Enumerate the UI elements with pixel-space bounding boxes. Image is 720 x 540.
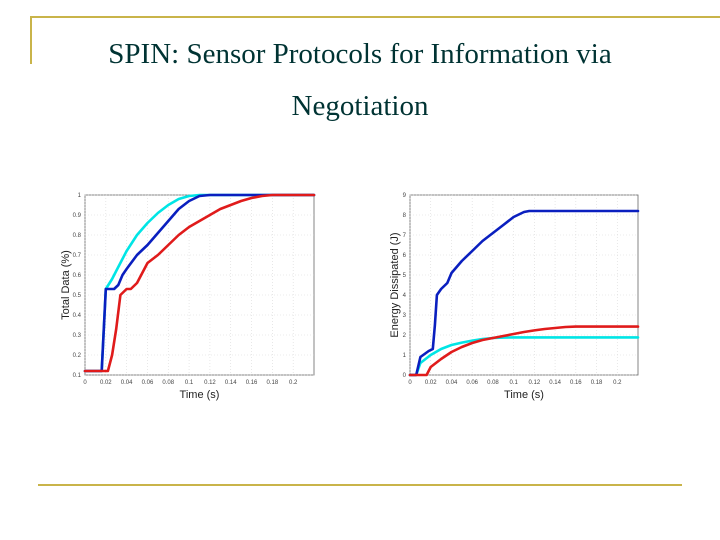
- y-axis-label: Total Data (%): [60, 250, 72, 320]
- y-tick-label: 8: [403, 213, 407, 219]
- x-tick-label: 0.16: [246, 380, 258, 386]
- chart-1: 0 0.02 0.04 0.06 0.08 0.1 0.12 0.14 0.16 0.18 0.2 0…: [60, 193, 316, 401]
- y-tick-label: 0.8: [73, 233, 82, 239]
- y-tick-label: 7: [403, 233, 407, 239]
- x-tick-label: 0.2: [289, 380, 298, 386]
- x-axis-label: Time (s): [180, 389, 220, 401]
- x-tick-label: 0.02: [100, 380, 112, 386]
- y-tick-label: 1: [403, 353, 407, 359]
- slide-title-line-2: Negotiation: [291, 90, 429, 122]
- y-tick-label: 9: [403, 193, 407, 199]
- chart-2: 0 0.02 0.04 0.06 0.08 0.1 0.12 0.14 0.16 0.18 0.2 0…: [389, 193, 640, 401]
- y-tick-label: 0.4: [73, 313, 82, 319]
- x-tick-label: 0.1: [185, 380, 194, 386]
- x-tick-label: 0.04: [121, 380, 133, 386]
- series-line-1: [408, 336, 640, 377]
- x-tick-label: 0.1: [509, 380, 518, 386]
- y-tick-label: 6: [403, 253, 407, 259]
- slide-title-line-1: SPIN: Sensor Protocols for Information v…: [108, 38, 612, 70]
- y-tick-label: 0.7: [73, 253, 82, 259]
- y-tick-label: 4: [403, 293, 407, 299]
- x-tick-label: 0.14: [225, 380, 237, 386]
- y-tick-label: 0: [403, 373, 407, 379]
- x-tick-label: 0.06: [142, 380, 154, 386]
- x-tick-label: 0.12: [529, 380, 541, 386]
- title-rule-top: [30, 16, 720, 18]
- x-tick-label: 0.06: [466, 380, 478, 386]
- y-axis-label: Energy Dissipated (J): [389, 232, 401, 337]
- y-tick-label: 5: [403, 273, 407, 279]
- y-tick-label: 1: [78, 193, 82, 199]
- x-tick-label: 0.02: [425, 380, 437, 386]
- x-tick-label: 0.08: [487, 380, 499, 386]
- x-tick-label: 0.16: [570, 380, 582, 386]
- series-line-2: [408, 209, 640, 377]
- series-line-2: [83, 193, 316, 373]
- x-tick-label: 0.08: [162, 380, 174, 386]
- x-tick-label: 0.2: [613, 380, 622, 386]
- y-tick-label: 0.9: [73, 213, 82, 219]
- series-line-3: [83, 193, 316, 373]
- y-tick-label: 0.1: [73, 373, 82, 379]
- x-tick-label: 0.04: [446, 380, 458, 386]
- y-tick-label: 2: [403, 333, 407, 339]
- x-tick-label: 0.14: [549, 380, 561, 386]
- x-tick-label: 0.12: [204, 380, 216, 386]
- x-tick-label: 0.18: [267, 380, 279, 386]
- x-tick-label: 0.18: [591, 380, 603, 386]
- y-tick-label: 3: [403, 313, 407, 319]
- x-tick-label: 0: [83, 380, 87, 386]
- y-tick-label: 0.3: [73, 333, 82, 339]
- series-line-3: [408, 325, 640, 377]
- footer-rule: [38, 484, 682, 486]
- x-axis-label: Time (s): [504, 389, 544, 401]
- title-rule-left: [30, 16, 32, 64]
- y-tick-label: 0.2: [73, 353, 82, 359]
- y-tick-label: 0.6: [73, 273, 82, 279]
- x-tick-label: 0: [408, 380, 412, 386]
- y-tick-label: 0.5: [73, 293, 82, 299]
- slide-title: SPIN: Sensor Protocols for Information v…: [40, 28, 680, 132]
